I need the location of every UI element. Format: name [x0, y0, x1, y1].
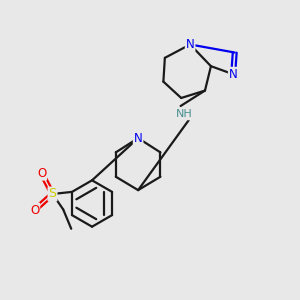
Text: N: N	[229, 68, 238, 81]
Text: N: N	[134, 132, 142, 145]
Text: O: O	[37, 167, 46, 180]
Text: S: S	[49, 188, 56, 200]
Text: N: N	[186, 38, 194, 51]
Text: O: O	[30, 203, 39, 217]
Text: NH: NH	[176, 109, 193, 119]
